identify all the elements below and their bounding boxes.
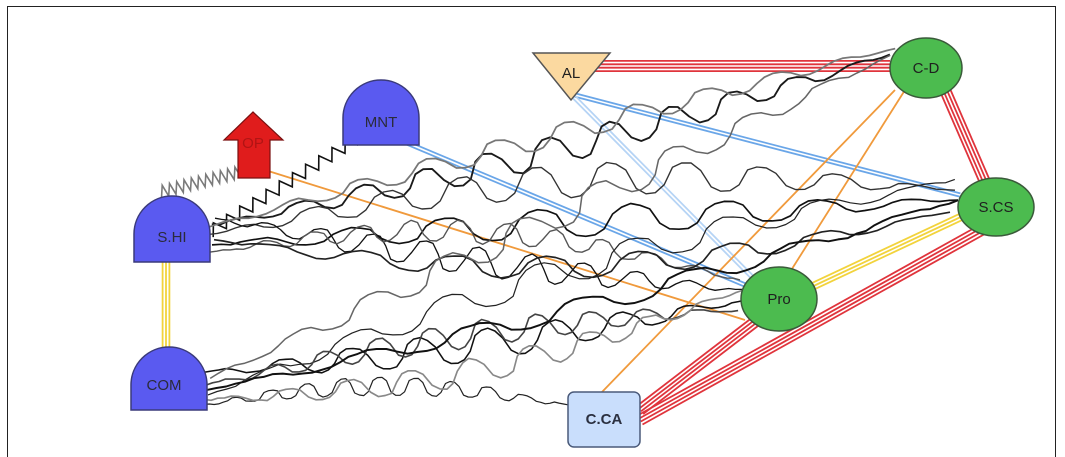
scribble-com-scs-9 (207, 178, 956, 396)
edge-cd-cca (601, 89, 896, 393)
node-cd[interactable]: C-D (889, 37, 963, 99)
node-al[interactable]: AL (531, 52, 612, 102)
scribble-shi-pro-5 (209, 219, 741, 281)
node-com-label: COM (147, 377, 182, 394)
node-scs-shape (957, 177, 1035, 237)
node-pro-label: Pro (767, 291, 790, 308)
node-scs-label: S.CS (978, 199, 1013, 216)
scribble-shi-cd-6 (204, 47, 896, 230)
edge-cca-pro-4 (642, 321, 764, 415)
node-pro[interactable]: Pro (740, 266, 818, 332)
scribble-com-scs-13 (206, 199, 959, 391)
edge-op-pro (264, 169, 746, 321)
edge-pro-scs-3 (806, 217, 967, 294)
edge-cd-scs-4 (939, 91, 982, 185)
scribble-com-pro-10 (205, 308, 739, 386)
edge-cca-pro-1 (636, 313, 758, 407)
node-shi-label: S.HI (157, 229, 186, 246)
edge-al-pro-1 (572, 93, 757, 280)
node-com[interactable]: COM (130, 346, 208, 411)
edges-layer (160, 60, 991, 426)
node-com-shape (130, 346, 208, 411)
scribble-shi-scs-7 (213, 211, 951, 279)
edge-cca-scs-1 (637, 222, 983, 417)
nodes-layer: AL C-D MNT OP S.HI S.CS Pr (130, 37, 1035, 448)
scribble-com-cd-12 (209, 54, 891, 380)
edge-al-scs-2 (574, 95, 960, 198)
node-mnt[interactable]: MNT (342, 79, 420, 146)
edge-al-scs-1 (575, 92, 961, 195)
node-al-label: AL (562, 65, 580, 82)
edge-cca-pro-2 (638, 315, 760, 410)
node-shi-shape (133, 195, 211, 263)
scribble-com-cca-11 (204, 376, 569, 406)
edge-mnt-shi (212, 137, 359, 238)
edge-cd-scs-3 (942, 90, 985, 184)
node-op-shape (222, 111, 285, 179)
node-shi[interactable]: S.HI (133, 195, 211, 263)
node-cca[interactable]: C.CA (567, 391, 641, 448)
edge-cca-pro-3 (640, 318, 762, 413)
scribble-com-pro-14 (203, 289, 743, 402)
node-mnt-label: MNT (365, 114, 398, 131)
scribble-shi-pro-4 (214, 217, 743, 291)
node-cca-label: C.CA (586, 411, 623, 428)
edge-cca-scs-3 (640, 228, 987, 423)
node-cd-shape (889, 37, 963, 99)
edge-mnt-pro-1 (400, 137, 747, 285)
node-al-shape (531, 52, 612, 102)
node-op[interactable]: OP (222, 111, 285, 179)
scribble-shi-scs-3 (207, 161, 956, 236)
edge-op-shi (160, 164, 243, 199)
node-mnt-shape (342, 79, 420, 146)
scribble-com-pro-8 (204, 299, 746, 374)
node-scs[interactable]: S.CS (957, 177, 1035, 237)
scribble-layer (203, 47, 959, 406)
edge-cd-scs-1 (948, 87, 991, 181)
edge-cca-scs-4 (642, 231, 988, 426)
node-cd-label: C-D (913, 60, 940, 77)
edge-cd-pro (789, 89, 906, 273)
edge-pro-scs-2 (804, 214, 966, 291)
edge-cd-scs-2 (945, 88, 988, 182)
scribble-shi-scs-2 (211, 198, 959, 246)
edge-mnt-pro-2 (398, 140, 745, 288)
diagram-frame (7, 6, 1056, 457)
node-pro-shape (740, 266, 818, 332)
node-op-label: OP (242, 135, 264, 152)
edge-pro-scs-1 (803, 211, 964, 288)
edge-al-pro-2 (570, 95, 755, 282)
node-cca-shape (567, 391, 641, 448)
edge-cca-scs-2 (638, 225, 985, 420)
